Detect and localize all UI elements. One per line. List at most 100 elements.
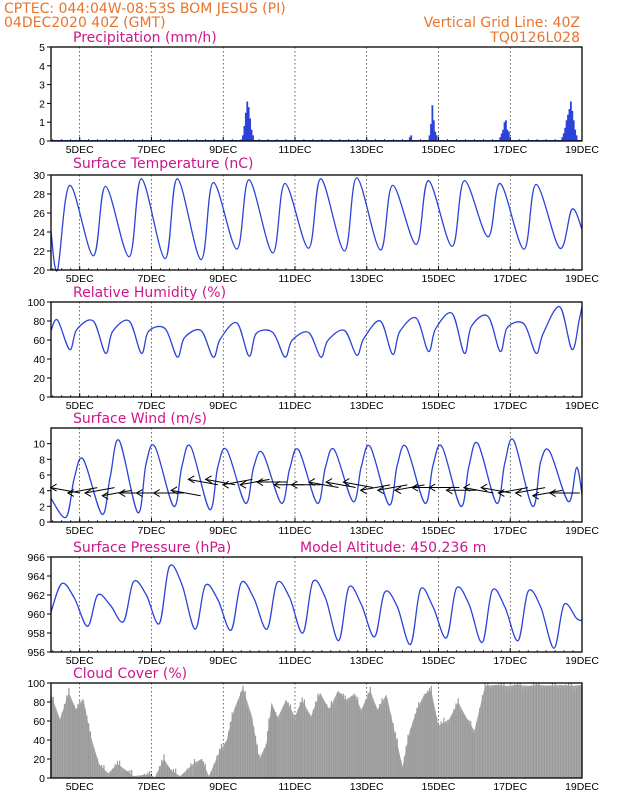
- wind-arrow-head: [290, 480, 298, 489]
- y-tick-label: 0: [39, 517, 45, 529]
- wind-arrow-head: [342, 478, 350, 487]
- x-tick-label: 13DEC: [350, 144, 384, 156]
- x-tick-label: 11DEC: [278, 273, 311, 285]
- x-tick-label: 19DEC: [565, 781, 599, 793]
- panel-5: Surface Pressure (hPa) Model Altitude: 45…: [27, 540, 599, 667]
- series-line: [50, 306, 583, 358]
- precip-bar: [410, 135, 413, 141]
- x-tick-label: 9DEC: [209, 655, 237, 667]
- wind-arrow-head: [359, 486, 367, 495]
- wind-arrow-head: [514, 489, 522, 497]
- y-tick-label: 30: [33, 170, 45, 182]
- precip-bar: [252, 135, 254, 141]
- wind-arrow: [343, 481, 373, 488]
- y-tick-label: 3: [39, 80, 45, 92]
- y-tick-label: 10: [33, 439, 45, 451]
- wind-arrow-head: [239, 480, 247, 489]
- cloud-area: [51, 684, 582, 778]
- wind-arrow-head: [462, 483, 471, 492]
- wind-arrow: [171, 489, 201, 497]
- panel-frame: [50, 682, 583, 779]
- panel-title: Surface Pressure (hPa): [73, 540, 231, 556]
- panel-frame: [50, 46, 583, 142]
- y-tick-label: 0: [39, 392, 45, 404]
- x-tick-label: 9DEC: [209, 781, 237, 793]
- precip-bar: [502, 129, 504, 141]
- panel-title: Surface Temperature (nC): [73, 156, 254, 172]
- precip-bar: [428, 135, 431, 141]
- x-tick-label: 17DEC: [493, 655, 527, 667]
- y-tick-label: 4: [39, 61, 45, 73]
- wind-arrow-head: [445, 486, 453, 495]
- x-tick-label: 15DEC: [422, 781, 456, 793]
- precip-bar: [247, 107, 250, 141]
- precip-bar: [431, 105, 434, 141]
- run-date: 04DEC2020 40Z (GMT): [4, 15, 166, 31]
- x-tick-label: 11DEC: [278, 781, 311, 793]
- y-tick-label: 960: [27, 609, 45, 621]
- x-tick-label: 5DEC: [66, 655, 94, 667]
- y-tick-label: 966: [27, 552, 45, 564]
- x-tick-label: 5DEC: [66, 273, 94, 285]
- wind-arrow-head: [84, 489, 92, 497]
- x-tick-label: 11DEC: [278, 144, 311, 156]
- x-tick-label: 9DEC: [209, 400, 237, 412]
- wind-arrow: [326, 481, 356, 488]
- y-tick-label: 1: [39, 117, 45, 129]
- precip-bar: [567, 114, 569, 141]
- panel-frame: [50, 174, 583, 271]
- wind-arrow-head: [66, 489, 75, 497]
- x-tick-label: 9DEC: [209, 144, 237, 156]
- y-tick-label: 28: [33, 189, 45, 201]
- x-tick-label: 17DEC: [493, 400, 527, 412]
- precip-bar: [503, 122, 506, 141]
- precip-bar: [574, 129, 577, 141]
- x-tick-label: 19DEC: [565, 400, 599, 412]
- panel-annotation: Model Altitude: 450.236 m: [300, 540, 486, 556]
- precip-bar: [506, 135, 509, 141]
- x-tick-label: 17DEC: [493, 525, 527, 537]
- wind-arrow-head: [187, 475, 195, 484]
- x-tick-label: 15DEC: [422, 525, 456, 537]
- y-tick-label: 20: [33, 265, 45, 277]
- y-tick-label: 80: [33, 316, 45, 328]
- y-tick-label: 60: [33, 716, 45, 728]
- wind-arrow: [532, 489, 563, 497]
- y-tick-label: 20: [33, 373, 45, 385]
- x-tick-label: 9DEC: [209, 525, 237, 537]
- y-tick-label: 964: [27, 571, 45, 583]
- precip-bar: [243, 125, 246, 141]
- wind-arrow-head: [118, 489, 126, 497]
- wind-arrow: [84, 487, 115, 494]
- x-tick-label: 5DEC: [66, 781, 94, 793]
- precip-bar: [242, 135, 244, 141]
- panel-3: Relative Humidity (%) 0 20 40 60 80 100 5DEC 7DE…: [27, 285, 599, 412]
- precip-bar: [250, 129, 253, 141]
- wind-arrow-head: [152, 489, 160, 497]
- y-tick-label: 2: [39, 501, 45, 513]
- x-tick-label: 13DEC: [350, 655, 384, 667]
- precip-bar: [430, 124, 432, 141]
- precip-bar: [500, 133, 503, 141]
- y-tick-label: 80: [33, 697, 45, 709]
- x-tick-label: 7DEC: [137, 400, 165, 412]
- wind-arrow: [394, 484, 425, 491]
- wind-arrow: [188, 478, 218, 486]
- y-tick-label: 962: [27, 590, 45, 602]
- panel-1: Precipitation (mm/h) 0 1 2 3 4 5 5DEC 7DEC 9DEC 11…: [39, 30, 599, 156]
- station-info: CPTEC: 044:04W-08:53S BOM JESUS (PI): [4, 1, 286, 17]
- y-tick-label: 5: [39, 42, 45, 54]
- x-tick-label: 13DEC: [350, 400, 384, 412]
- precip-bar: [569, 101, 572, 141]
- precip-bar: [575, 135, 578, 141]
- x-tick-label: 13DEC: [350, 525, 384, 537]
- x-tick-label: 5DEC: [66, 525, 94, 537]
- panels: Precipitation (mm/h) 0 1 2 3 4 5 5DEC 7DEC 9DEC 11…: [27, 30, 599, 793]
- precip-bar: [562, 133, 565, 141]
- wind-arrow-head: [256, 478, 264, 486]
- precip-bar: [244, 112, 247, 141]
- panel-frame: [50, 301, 583, 398]
- x-tick-label: 13DEC: [350, 781, 384, 793]
- wind-arrow: [308, 481, 339, 488]
- y-tick-label: 4: [39, 486, 45, 498]
